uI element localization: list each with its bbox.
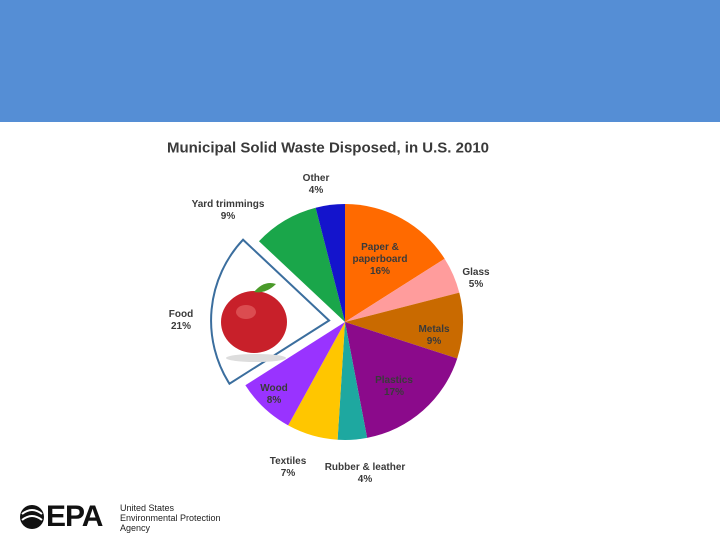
value-label: 9%: [426, 336, 442, 347]
category-label: Wood: [260, 383, 288, 394]
pie-slice: [288, 322, 345, 440]
category-label: Textiles: [269, 456, 307, 467]
apple-shine: [236, 305, 256, 319]
logo-mark: EPA: [46, 500, 103, 533]
slice-label: Glass 5%: [462, 267, 489, 291]
slice-label: Paper & paperboard 16%: [344, 242, 416, 278]
logo-line: United States: [120, 503, 175, 513]
value-label: 16%: [369, 266, 390, 277]
slice-label: Food 21%: [169, 309, 193, 333]
pie-slice: [345, 292, 463, 359]
value-label: 4%: [308, 185, 324, 196]
category-label: Yard trimmings: [191, 199, 265, 210]
slice-label: Plastics 17%: [375, 375, 413, 399]
apple: [221, 283, 287, 362]
category-label: Paper & paperboard: [352, 242, 408, 265]
logo-line: Environmental Protection: [120, 513, 221, 523]
slice-label: Yard trimmings 9%: [192, 199, 265, 223]
pie-slice: [315, 204, 345, 322]
slice-label: Textiles 7%: [270, 456, 307, 480]
pie-slice: [345, 322, 458, 438]
pie-slice: [337, 322, 368, 441]
value-label: 17%: [383, 387, 404, 398]
slice-label: Rubber & leather 4%: [325, 462, 406, 486]
value-label: 5%: [468, 279, 484, 290]
header-band: [0, 0, 720, 122]
apple-shadow: [226, 354, 286, 362]
category-label: Rubber & leather: [324, 462, 406, 473]
value-label: 9%: [220, 211, 236, 222]
category-label: Glass: [462, 267, 490, 278]
category-label: Food: [168, 309, 194, 320]
pie-slice: [345, 258, 460, 322]
value-label: 21%: [170, 321, 191, 332]
value-label: 8%: [266, 395, 282, 406]
slice-label: Other 4%: [303, 173, 330, 197]
epa-emblem: [20, 505, 44, 529]
pie-slice: [258, 207, 345, 322]
apple-leaf: [254, 283, 276, 293]
pie-slice: [345, 204, 445, 322]
category-label: Plastics: [375, 375, 413, 386]
logo-text: United States Environmental Protection A…: [120, 503, 221, 533]
slice-label: Metals 9%: [418, 324, 449, 348]
slice-label: Wood 8%: [260, 383, 288, 407]
pie-slice: [245, 322, 345, 426]
value-label: 4%: [357, 474, 373, 485]
value-label: 7%: [280, 468, 296, 479]
apple-body: [221, 291, 287, 353]
pie: [210, 204, 463, 441]
category-label: Other: [302, 173, 330, 184]
chart-title: Municipal Solid Waste Disposed, in U.S. …: [166, 139, 490, 157]
emblem-waves: [21, 509, 43, 521]
category-label: Metals: [418, 324, 450, 335]
logo-line: Agency: [120, 523, 151, 533]
